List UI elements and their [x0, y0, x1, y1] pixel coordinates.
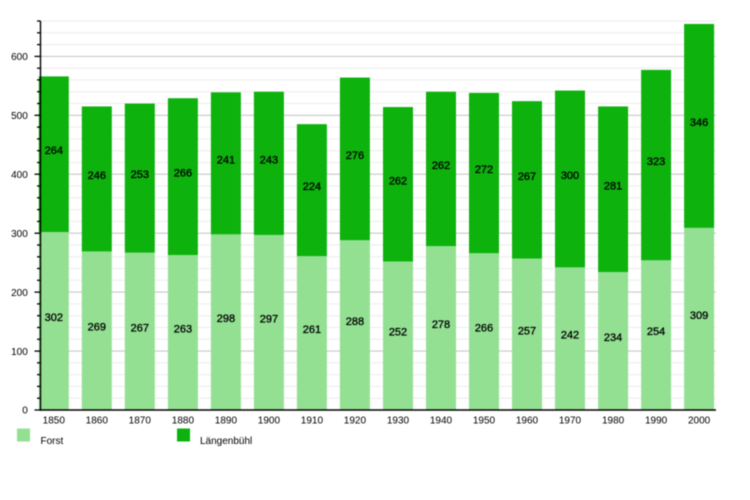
svg-text:600: 600	[11, 52, 28, 63]
svg-text:241: 241	[217, 154, 235, 166]
svg-text:1970: 1970	[559, 415, 582, 426]
svg-text:200: 200	[11, 288, 28, 299]
svg-text:263: 263	[174, 324, 192, 336]
svg-text:1870: 1870	[129, 415, 152, 426]
svg-text:300: 300	[11, 229, 28, 240]
svg-text:266: 266	[174, 168, 192, 180]
svg-text:1920: 1920	[344, 415, 367, 426]
svg-text:254: 254	[647, 326, 665, 338]
svg-text:1860: 1860	[86, 415, 109, 426]
svg-text:2000: 2000	[688, 415, 711, 426]
svg-text:0: 0	[22, 406, 28, 417]
svg-text:1930: 1930	[387, 415, 410, 426]
svg-text:281: 281	[604, 180, 622, 192]
svg-text:242: 242	[561, 330, 579, 342]
svg-text:278: 278	[432, 319, 450, 331]
svg-text:1890: 1890	[215, 415, 238, 426]
svg-text:269: 269	[88, 322, 106, 334]
svg-text:262: 262	[432, 160, 450, 172]
svg-text:302: 302	[45, 312, 63, 324]
svg-text:323: 323	[647, 156, 665, 168]
svg-text:Forst: Forst	[41, 436, 64, 447]
svg-text:1950: 1950	[473, 415, 496, 426]
svg-text:1880: 1880	[172, 415, 195, 426]
svg-text:300: 300	[561, 170, 579, 182]
svg-text:267: 267	[518, 171, 536, 183]
svg-text:1900: 1900	[258, 415, 281, 426]
svg-text:1850: 1850	[43, 415, 66, 426]
svg-text:1940: 1940	[430, 415, 453, 426]
svg-text:Längenbühl: Längenbühl	[200, 436, 252, 447]
svg-text:267: 267	[131, 322, 149, 334]
svg-text:309: 309	[690, 310, 708, 322]
svg-text:288: 288	[346, 316, 364, 328]
svg-text:272: 272	[475, 164, 493, 176]
svg-text:1990: 1990	[645, 415, 668, 426]
svg-text:252: 252	[389, 327, 407, 339]
svg-text:266: 266	[475, 323, 493, 335]
svg-text:243: 243	[260, 154, 278, 166]
svg-text:346: 346	[690, 117, 708, 129]
svg-text:262: 262	[389, 175, 407, 187]
svg-text:246: 246	[88, 170, 106, 182]
svg-text:100: 100	[11, 347, 28, 358]
svg-text:1960: 1960	[516, 415, 539, 426]
svg-text:261: 261	[303, 324, 321, 336]
svg-text:1980: 1980	[602, 415, 625, 426]
svg-text:276: 276	[346, 150, 364, 162]
svg-text:257: 257	[518, 325, 536, 337]
svg-text:264: 264	[45, 145, 63, 157]
svg-text:234: 234	[604, 332, 622, 344]
svg-text:298: 298	[217, 313, 235, 325]
svg-text:400: 400	[11, 170, 28, 181]
svg-text:253: 253	[131, 169, 149, 181]
svg-text:1910: 1910	[301, 415, 324, 426]
svg-text:500: 500	[11, 111, 28, 122]
svg-text:297: 297	[260, 314, 278, 326]
svg-text:224: 224	[303, 181, 321, 193]
